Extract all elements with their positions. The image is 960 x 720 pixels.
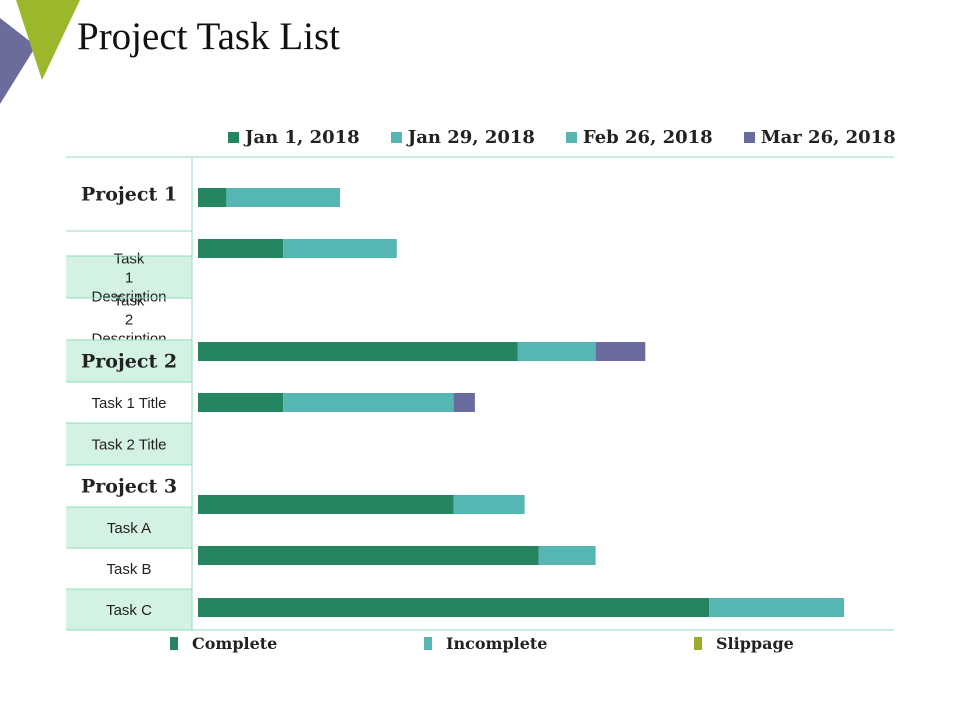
task-label-line: 1 [125, 269, 133, 286]
legend-complete-label: Complete [192, 634, 278, 653]
row-label-cell [66, 423, 192, 465]
date-legend-swatch [390, 131, 402, 143]
legend-complete: Complete [170, 634, 277, 653]
date-legend-swatch [743, 131, 755, 143]
row-label-cell [66, 340, 192, 382]
date-legend-label: Jan 1, 2018 [245, 126, 360, 148]
task-label-line: Task [114, 250, 145, 267]
date-legend-item-3: Feb 26, 2018 [565, 126, 713, 148]
complete-bar-segment [198, 188, 227, 207]
project-label: Project 1 [81, 184, 177, 206]
task-label-line: Description [91, 288, 166, 305]
task-label-line: 2 [125, 311, 133, 328]
legend-slippage: Slippage [694, 634, 794, 653]
incomplete-bar-segment [226, 188, 340, 207]
row-label-cell [66, 589, 192, 630]
date-legend-item-4: Mar 26, 2018 [743, 126, 896, 148]
incomplete-bar-segment [517, 342, 596, 361]
incomplete-bar-segment [453, 495, 525, 514]
date-legend-swatch [565, 131, 577, 143]
task-label: Task 2 Title [91, 436, 166, 453]
slippage-bar-segment [595, 342, 646, 361]
task-label: Task A [107, 520, 151, 537]
complete-bar-segment [198, 342, 518, 361]
page-title: Project Task List [77, 15, 341, 58]
legend-incomplete: Incomplete [424, 634, 547, 653]
corner-decoration [0, 0, 80, 104]
date-legend-item-1: Jan 1, 2018 [228, 127, 360, 148]
date-legend: Jan 1, 2018 Jan 29, 2018 Feb 26, 2018 Ma… [228, 126, 927, 148]
legend-incomplete-swatch [424, 637, 432, 650]
task-label: Task C [106, 602, 152, 619]
task-label: Task 1 Description [91, 250, 166, 305]
task-label: Task B [106, 561, 151, 578]
date-legend-label: Mar 26, 2018 [760, 126, 896, 148]
project-label: Project 2 [81, 351, 177, 373]
incomplete-bar-segment [709, 598, 845, 617]
complete-bar-segment [198, 495, 454, 514]
legend-slippage-label: Slippage [716, 634, 794, 653]
project-label: Project 3 [81, 476, 177, 498]
slippage-bar-segment [453, 393, 475, 412]
complete-bar-segment [198, 239, 284, 258]
date-legend-swatch [228, 131, 239, 143]
row-label-cell [66, 256, 192, 298]
incomplete-bar-segment [283, 239, 397, 258]
incomplete-bar-segment [283, 393, 454, 412]
complete-bar-segment [198, 598, 710, 617]
date-legend-label: Feb 26, 2018 [582, 126, 713, 148]
complete-bar-segment [198, 393, 284, 412]
legend-slippage-swatch [694, 637, 702, 650]
deco-green-triangle [16, 0, 80, 80]
incomplete-bar-segment [538, 546, 596, 565]
task-label: Task 1 Title [91, 395, 166, 412]
legend-complete-swatch [170, 637, 178, 650]
status-legend: Complete Incomplete Slippage [0, 634, 960, 654]
date-legend-item-2: Jan 29, 2018 [390, 126, 535, 148]
deco-purple-triangle [0, 18, 36, 104]
task-label-line: Task [114, 292, 145, 309]
row-label-cell [66, 507, 192, 548]
complete-bar-segment [198, 546, 539, 565]
date-legend-label: Jan 29, 2018 [407, 126, 535, 148]
legend-incomplete-label: Incomplete [446, 634, 548, 653]
